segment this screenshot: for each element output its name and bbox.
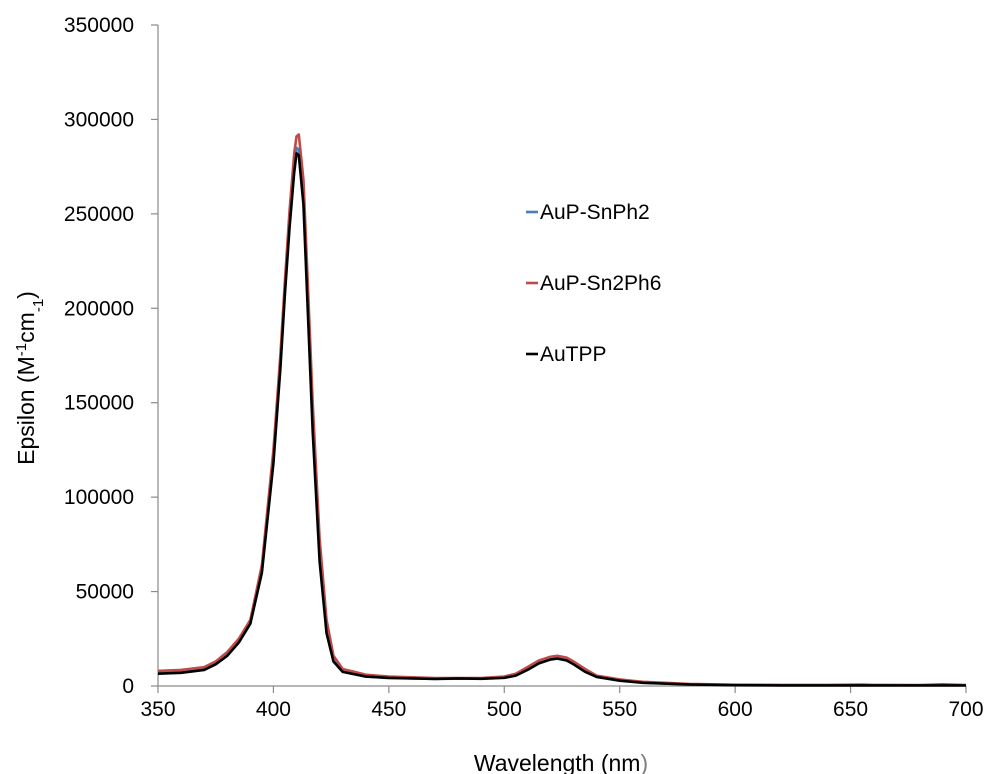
legend-label: AuTPP — [540, 343, 607, 366]
x-tick-label: 400 — [256, 698, 291, 721]
y-tick-label: 200000 — [64, 297, 134, 320]
y-axis-title-end: ) — [13, 291, 39, 299]
y-tick-label: 50000 — [76, 581, 134, 604]
x-tick-label: 550 — [602, 698, 637, 721]
x-axis-title: Wavelength (nm) — [474, 750, 648, 774]
x-tick-label: 450 — [371, 698, 406, 721]
x-tick-label: 650 — [833, 698, 868, 721]
x-axis-title-close: ) — [640, 750, 648, 774]
legend: AuP-SnPh2 AuP-Sn2Ph6 AuTPP — [526, 201, 661, 366]
y-axis-title-sub: -1 — [30, 299, 47, 312]
x-tick-label: 700 — [948, 698, 983, 721]
y-axis-title-mid: cm — [13, 312, 39, 343]
x-tick-label: 500 — [487, 698, 522, 721]
legend-label: AuP-Sn2Ph6 — [540, 272, 661, 295]
x-tick-label: 600 — [718, 698, 753, 721]
x-tick-label: 350 — [140, 698, 175, 721]
y-tick-label: 0 — [122, 675, 134, 698]
y-tick-label: 300000 — [64, 108, 134, 131]
y-axis-title-base: Epsilon (M — [13, 356, 39, 465]
y-tick-label: 100000 — [64, 486, 134, 509]
series-line-autpp — [157, 152, 966, 687]
axes: 0 50000 100000 150000 200000 250000 300000 3500… — [64, 14, 984, 721]
y-tick-label: 250000 — [64, 203, 134, 226]
y-tick-label: 150000 — [64, 392, 134, 415]
plot-area — [157, 133, 967, 687]
legend-label: AuP-SnPh2 — [540, 201, 650, 224]
y-axis-title-sup: -1 — [13, 343, 30, 356]
y-axis-title: Epsilon (M-1cm-1) — [13, 291, 47, 465]
y-tick-label: 350000 — [64, 14, 134, 37]
series-line-aup-snph2 — [157, 146, 967, 687]
x-axis-title-main: Wavelength (nm — [474, 750, 641, 774]
